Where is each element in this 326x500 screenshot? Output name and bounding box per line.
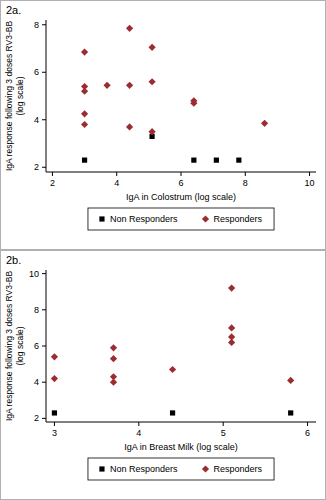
x-axis-label: IgA in Colostrum (log scale) bbox=[126, 192, 236, 202]
y-tick bbox=[42, 119, 46, 120]
point bbox=[214, 158, 219, 163]
y-tick bbox=[42, 418, 46, 419]
y-axis-label: IgA response following 3 doses RV3-BB bbox=[4, 271, 14, 421]
point bbox=[287, 377, 294, 384]
legend-marker bbox=[99, 466, 104, 471]
point bbox=[190, 100, 197, 107]
legend-label: Responders bbox=[214, 464, 263, 474]
point bbox=[228, 324, 235, 331]
point bbox=[81, 121, 88, 128]
x-tick bbox=[54, 422, 55, 426]
point bbox=[169, 366, 176, 373]
y-tick-label: 2 bbox=[34, 413, 39, 423]
point bbox=[228, 284, 235, 291]
y-tick bbox=[42, 309, 46, 310]
legend-label: Non Responders bbox=[110, 464, 178, 474]
figure: 2a. 2 4 6 8 10 2 4 6 8 IgA in Colostrum (log scale… bbox=[0, 0, 326, 500]
point bbox=[51, 375, 58, 382]
legend-label: Responders bbox=[214, 214, 263, 224]
point bbox=[110, 379, 117, 386]
point bbox=[81, 110, 88, 117]
point bbox=[103, 82, 110, 89]
x-tick bbox=[223, 422, 224, 426]
point bbox=[148, 128, 155, 135]
y-axis-label: IgA response following 3 doses RV3-BB bbox=[4, 21, 14, 171]
point bbox=[126, 123, 133, 130]
point bbox=[148, 78, 155, 85]
x-tick-label: 5 bbox=[221, 428, 226, 438]
x-tick-label: 6 bbox=[178, 178, 183, 188]
point bbox=[81, 88, 88, 95]
x-tick bbox=[52, 172, 53, 176]
x-tick-label: 4 bbox=[114, 178, 119, 188]
point bbox=[170, 410, 175, 415]
y-tick-label: 8 bbox=[34, 20, 39, 30]
x-tick bbox=[309, 172, 310, 176]
y-tick-label: 8 bbox=[34, 305, 39, 315]
point bbox=[191, 158, 196, 163]
legend-box bbox=[88, 208, 274, 230]
point bbox=[81, 48, 88, 55]
y-tick-label: 4 bbox=[34, 377, 39, 387]
y-tick bbox=[42, 382, 46, 383]
x-tick bbox=[307, 422, 308, 426]
point bbox=[228, 339, 235, 346]
y-tick-label: 10 bbox=[29, 269, 39, 279]
y-tick bbox=[42, 167, 46, 168]
chart-title: 2b. bbox=[6, 254, 21, 266]
x-tick-label: 4 bbox=[136, 428, 141, 438]
marks bbox=[81, 25, 268, 163]
point bbox=[261, 120, 268, 127]
legend-marker bbox=[202, 215, 209, 222]
legend-marker bbox=[99, 216, 104, 221]
x-tick-label: 8 bbox=[243, 178, 248, 188]
y-axis bbox=[46, 20, 47, 172]
chart-title: 2a. bbox=[6, 4, 21, 16]
x-tick-label: 10 bbox=[305, 178, 315, 188]
x-tick bbox=[138, 422, 139, 426]
point bbox=[236, 158, 241, 163]
point bbox=[110, 355, 117, 362]
x-tick-label: 2 bbox=[50, 178, 55, 188]
point bbox=[52, 410, 57, 415]
y-tick bbox=[42, 72, 46, 73]
legend: Non Responders Responders bbox=[88, 208, 274, 230]
y-tick-label: 6 bbox=[34, 67, 39, 77]
panel: 2b. 3 4 5 6 2 4 6 8 10 IgA in Breast Milk (log sca… bbox=[1, 251, 326, 500]
marks bbox=[51, 284, 294, 415]
legend-marker bbox=[202, 465, 209, 472]
y-tick-label: 4 bbox=[34, 115, 39, 125]
x-tick bbox=[116, 172, 117, 176]
legend-label: Non Responders bbox=[110, 214, 178, 224]
y-axis-label: (log scale) bbox=[15, 76, 25, 115]
point bbox=[288, 410, 293, 415]
y-tick bbox=[42, 24, 46, 25]
point bbox=[126, 25, 133, 32]
point bbox=[82, 158, 87, 163]
point bbox=[148, 44, 155, 51]
point bbox=[126, 82, 133, 89]
x-tick-label: 6 bbox=[305, 428, 310, 438]
y-axis-label: (log scale) bbox=[15, 326, 25, 365]
y-tick bbox=[42, 273, 46, 274]
point bbox=[51, 353, 58, 360]
x-tick bbox=[181, 172, 182, 176]
legend-box bbox=[88, 458, 274, 480]
x-axis bbox=[46, 422, 316, 423]
panel-border bbox=[1, 1, 326, 250]
y-tick bbox=[42, 346, 46, 347]
x-tick bbox=[245, 172, 246, 176]
x-axis-label: IgA in Breast Milk (log scale) bbox=[124, 442, 238, 452]
y-tick-label: 6 bbox=[34, 341, 39, 351]
point bbox=[110, 344, 117, 351]
x-tick-label: 3 bbox=[52, 428, 57, 438]
legend: Non Responders Responders bbox=[88, 458, 274, 480]
y-tick-label: 2 bbox=[34, 162, 39, 172]
panel-border bbox=[1, 251, 326, 500]
panel: 2a. 2 4 6 8 10 2 4 6 8 IgA in Colostrum (log scale… bbox=[1, 1, 326, 250]
